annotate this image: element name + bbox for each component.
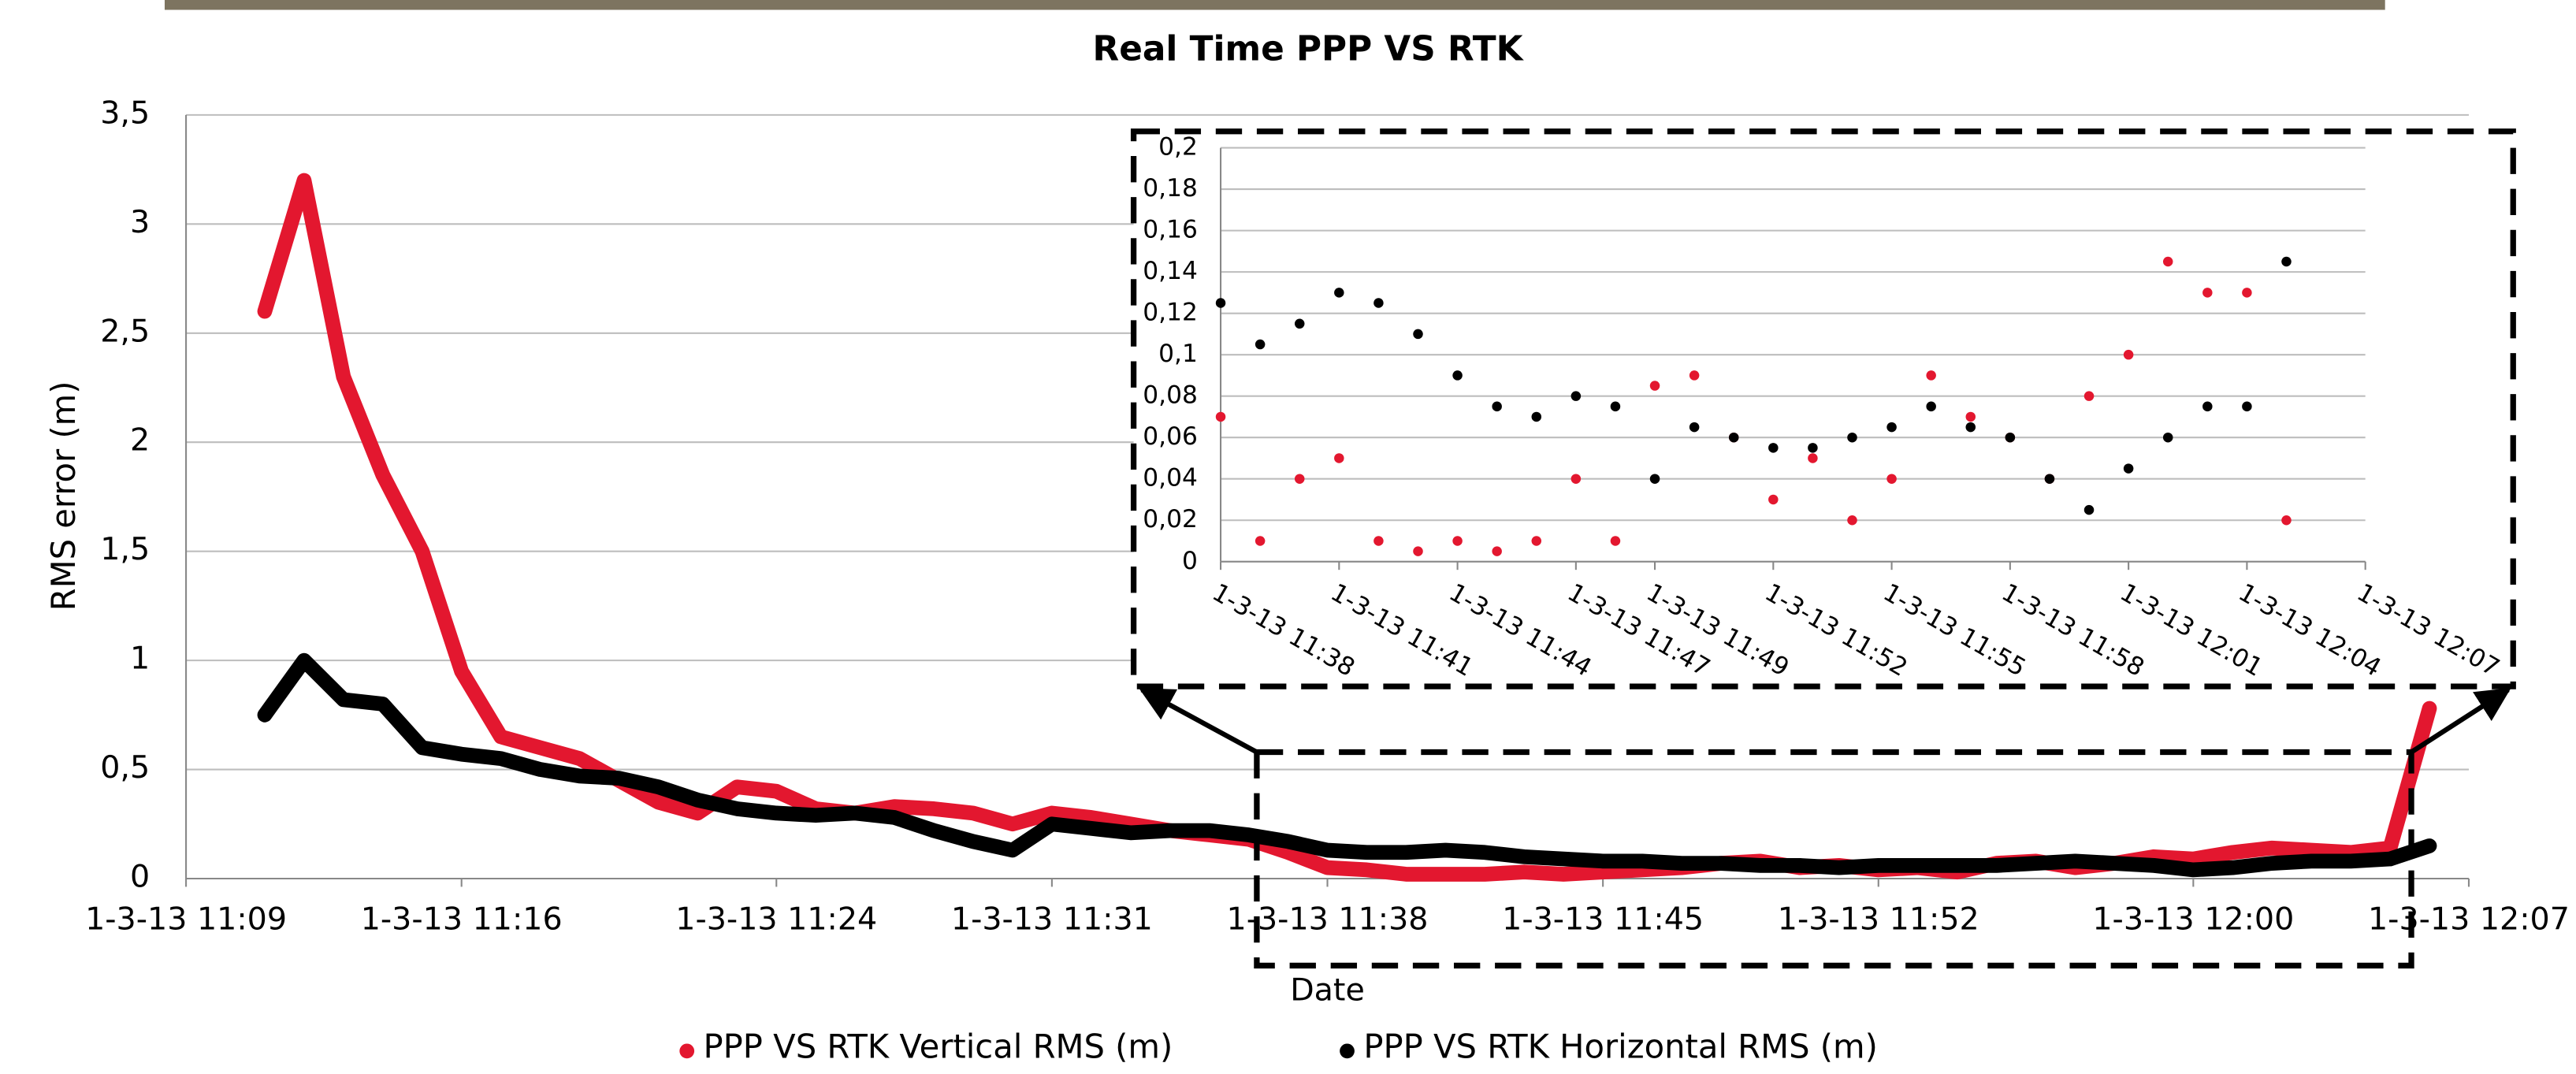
data-point — [1413, 546, 1423, 556]
data-point — [1610, 536, 1621, 546]
data-point — [1689, 422, 1700, 433]
data-point — [1808, 453, 1818, 463]
legend: PPP VS RTK Vertical RMS (m) PPP VS RTK Ho… — [679, 1028, 1878, 1066]
data-point — [1294, 474, 1305, 484]
zoom-arrow — [2410, 687, 2511, 755]
y-tick-label: 0,08 — [1143, 381, 1198, 410]
data-point — [1649, 474, 1660, 484]
data-point — [1215, 298, 1226, 308]
data-point — [1452, 536, 1463, 546]
data-point — [1334, 453, 1344, 463]
data-point — [1373, 536, 1384, 546]
y-tick-label: 1 — [130, 641, 150, 677]
y-tick-label: 0 — [1182, 547, 1198, 575]
x-tick-label: 1-3-13 11:16 — [361, 901, 563, 938]
data-point — [1531, 536, 1542, 546]
data-point — [1255, 536, 1266, 546]
data-point — [1571, 391, 1582, 401]
y-tick-label: 2,5 — [100, 313, 150, 349]
x-tick-label: 1-3-13 12:07 — [2368, 901, 2570, 938]
data-point — [1926, 401, 1936, 412]
y-tick-label: 0,12 — [1143, 299, 1198, 327]
data-point — [2281, 256, 2292, 267]
legend-marker — [1340, 1043, 1355, 1059]
data-point — [2005, 432, 2016, 443]
legend-label: PPP VS RTK Horizontal RMS (m) — [1363, 1028, 1878, 1066]
data-point — [1886, 422, 1897, 433]
data-point — [2242, 288, 2252, 298]
zoom-region — [1254, 749, 2414, 969]
data-point — [2123, 349, 2134, 360]
data-point — [2044, 474, 2055, 484]
data-point — [2202, 401, 2213, 412]
data-point — [2083, 391, 2095, 401]
data-point — [1768, 443, 1779, 453]
data-point — [1571, 474, 1582, 484]
data-point — [1413, 329, 1423, 340]
data-point — [1768, 494, 1779, 505]
x-tick-label: 1-3-13 11:31 — [951, 901, 1153, 938]
data-point — [2242, 401, 2252, 412]
y-tick-label: 0,14 — [1143, 257, 1198, 285]
data-point — [1610, 401, 1621, 412]
y-tick-label: 0,06 — [1143, 422, 1198, 451]
y-tick-label: 0 — [130, 858, 150, 894]
legend-marker — [679, 1043, 695, 1059]
x-tick-label: 1-3-13 12:00 — [2092, 901, 2294, 938]
x-tick-label: 1-3-13 11:38 — [1227, 901, 1429, 938]
data-point — [1808, 443, 1818, 453]
chart-title: Real Time PPP VS RTK — [1093, 29, 1525, 69]
data-point — [2162, 256, 2173, 267]
data-point — [2202, 288, 2213, 298]
y-tick-label: 0,1 — [1158, 340, 1198, 368]
data-point — [1215, 411, 1226, 422]
x-tick-label: 1-3-13 11:09 — [85, 901, 287, 938]
data-point — [1334, 288, 1344, 298]
data-point — [1926, 370, 1936, 381]
legend-label: PPP VS RTK Vertical RMS (m) — [704, 1028, 1173, 1066]
photo-strip — [164, 0, 2385, 10]
x-axis-label: Date — [1290, 972, 1365, 1008]
x-tick-label: 1-3-13 11:52 — [1778, 901, 1979, 938]
data-point — [1492, 401, 1502, 412]
inset-frame — [1130, 128, 2516, 689]
data-point — [1452, 370, 1463, 381]
data-point — [1373, 298, 1384, 308]
y-tick-label: 0,5 — [100, 749, 150, 786]
y-tick-label: 0,2 — [1158, 133, 1198, 162]
data-point — [1965, 411, 1976, 422]
y-tick-label: 3 — [130, 204, 150, 240]
data-point — [2123, 463, 2134, 474]
data-point — [2281, 515, 2292, 526]
data-point — [1492, 546, 1502, 556]
data-point — [1847, 432, 1857, 443]
x-tick-label: 1-3-13 11:24 — [675, 901, 877, 938]
y-tick-label: 0,04 — [1143, 464, 1198, 492]
data-point — [1649, 381, 1660, 391]
data-point — [1294, 318, 1305, 329]
y-tick-label: 0,02 — [1143, 505, 1198, 533]
y-tick-label: 0,16 — [1143, 216, 1198, 244]
data-point — [1728, 432, 1739, 443]
series-line — [257, 652, 2437, 878]
x-tick-label: 1-3-13 11:45 — [1502, 901, 1704, 938]
data-point — [1965, 422, 1976, 433]
data-point — [1689, 370, 1700, 381]
data-point — [1886, 474, 1897, 484]
y-axis-label: RMS error (m) — [44, 381, 83, 611]
data-point — [1255, 339, 1266, 350]
data-point — [1847, 515, 1857, 526]
y-tick-label: 3,5 — [100, 95, 150, 131]
data-point — [2162, 432, 2173, 443]
zoom-arrow — [1139, 687, 1258, 755]
y-tick-label: 0,18 — [1143, 174, 1198, 203]
data-point — [1531, 411, 1542, 422]
data-point — [2083, 504, 2095, 515]
y-tick-label: 1,5 — [100, 531, 150, 567]
y-tick-label: 2 — [130, 422, 150, 459]
